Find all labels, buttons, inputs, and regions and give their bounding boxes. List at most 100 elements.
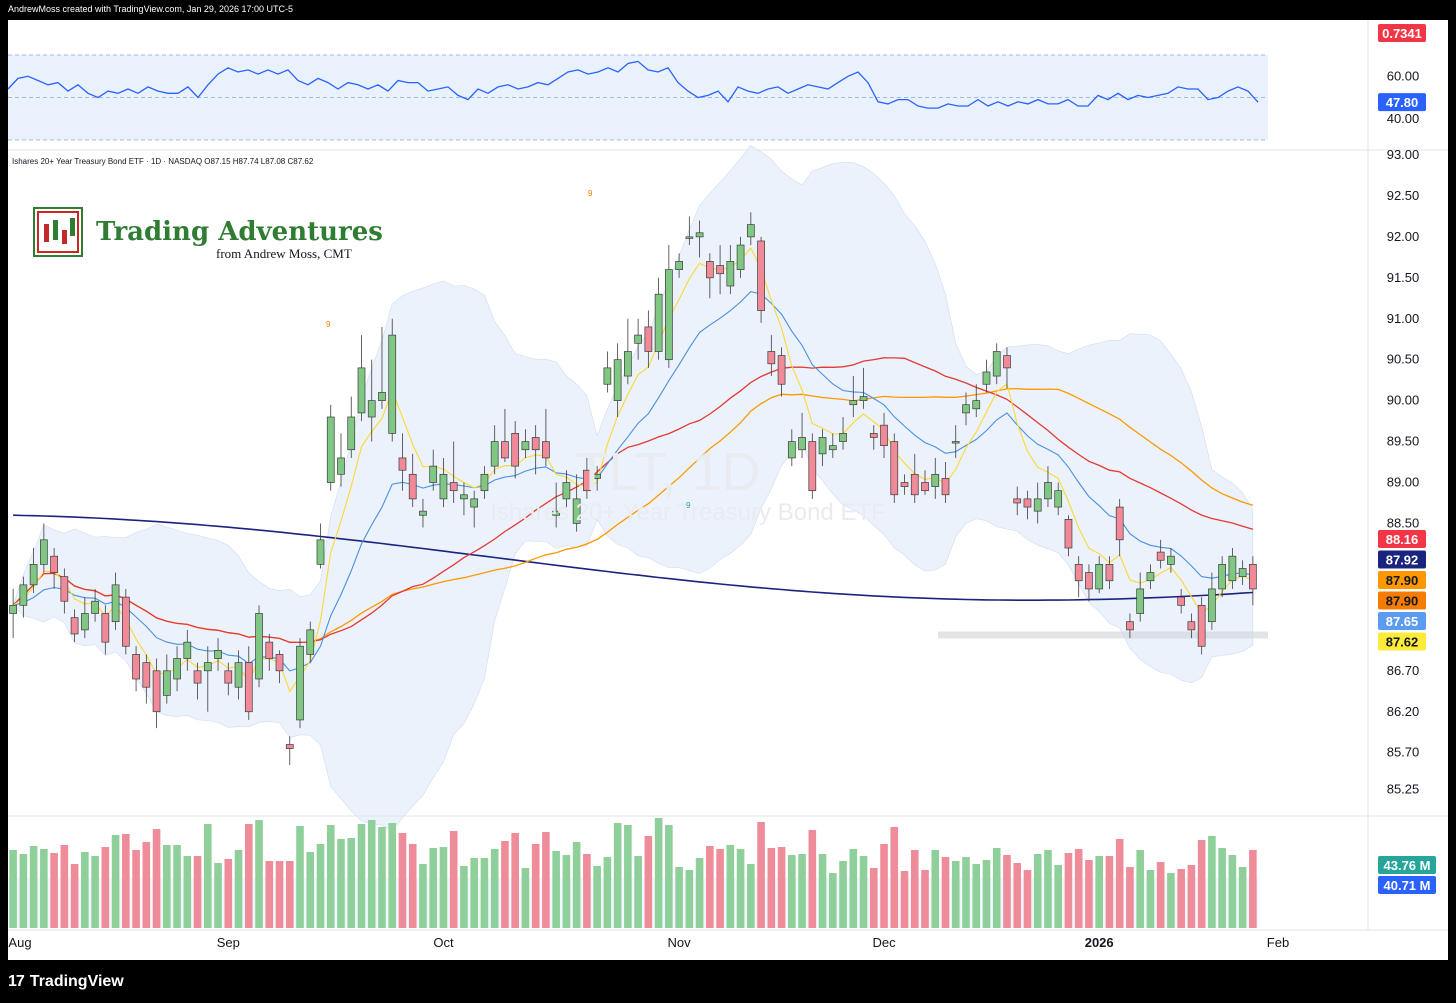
price-axis: 93.00 92.50 92.00 91.50 91.00 90.50 90.00 89.50… <box>1367 20 1426 930</box>
candle-body <box>91 600 99 614</box>
candle-body <box>890 441 899 496</box>
price-badge-label: 87.92 <box>1386 553 1419 568</box>
candle-body <box>480 473 489 492</box>
candle-body <box>726 261 735 287</box>
volume-badge <box>1378 856 1436 874</box>
candle-body <box>1218 564 1226 590</box>
volume-badge <box>1378 876 1436 894</box>
candle-body <box>388 334 397 434</box>
volume-bar <box>275 861 284 928</box>
volume-bar <box>593 866 601 928</box>
tradingview-footer[interactable]: 17 TradingView <box>8 970 124 994</box>
price-tick-label: 85.25 <box>1387 782 1420 797</box>
volume-bar <box>828 873 837 928</box>
rsi-tick-label: 40.00 <box>1387 111 1420 126</box>
price-badge <box>1378 591 1426 610</box>
candle-body <box>1074 564 1083 582</box>
volume-bar <box>408 844 417 928</box>
candle-body <box>285 744 294 749</box>
candle-body <box>685 236 694 239</box>
candle-body <box>60 576 69 602</box>
volume-bar <box>1074 849 1083 928</box>
volume-bar <box>880 844 888 928</box>
volume-bar <box>388 823 397 928</box>
price-badge-label: 87.62 <box>1386 635 1419 650</box>
candle-body <box>80 613 89 631</box>
volume-badge-label: 43.76 M <box>1384 858 1431 873</box>
candle-body <box>787 441 796 459</box>
candle-body <box>306 629 315 655</box>
candle-body <box>1197 604 1206 647</box>
chart-svg[interactable]: 60.00 40.00 0.7341 47.80 43.76 M 40.71 M 93.… <box>8 20 1448 960</box>
candle-body <box>900 482 909 487</box>
time-tick-label: Aug <box>8 935 31 950</box>
volume-bar <box>439 847 448 928</box>
volume-bar <box>521 868 530 928</box>
volume-bar <box>900 871 909 928</box>
volume-bar <box>1013 863 1022 928</box>
volume-bar <box>1033 854 1042 928</box>
candle-body <box>224 670 233 684</box>
candle-body <box>337 457 345 475</box>
volume-bar <box>255 820 263 928</box>
volume-bar <box>40 849 48 928</box>
candle-body <box>132 654 140 680</box>
candle-body <box>1126 621 1134 631</box>
volume-bar <box>808 830 817 928</box>
volume-bar <box>122 834 130 928</box>
volume-bar <box>470 858 478 928</box>
candle-body <box>982 371 991 385</box>
symbol-legend: Ishares 20+ Year Treasury Bond ETF · 1D … <box>12 157 314 166</box>
candle-body <box>818 437 827 455</box>
volume-bar <box>869 868 878 928</box>
price-tick-label: 91.00 <box>1387 311 1420 326</box>
logo-candle-4 <box>70 218 75 236</box>
volume-bar <box>941 857 950 928</box>
price-badge-label: 87.90 <box>1386 573 1419 588</box>
candle-body <box>705 261 714 279</box>
volume-bar <box>183 856 192 928</box>
candle-body <box>501 441 509 459</box>
volume-bar <box>490 849 499 928</box>
candle-body <box>941 478 950 496</box>
volume-bar <box>1105 856 1114 928</box>
price-tick-label: 90.00 <box>1387 393 1420 408</box>
watermark-name: Ishares 20+ Year Treasury Bond ETF <box>490 499 886 526</box>
price-tick-label: 92.00 <box>1387 229 1420 244</box>
logo-candle-3 <box>62 230 67 244</box>
volume-bar <box>982 860 991 928</box>
volume-bar <box>60 845 69 928</box>
candle-body <box>40 539 48 565</box>
volume-bar <box>50 853 58 928</box>
candle-body <box>880 424 888 447</box>
td-marker-3: 9 <box>686 501 691 510</box>
candle-body <box>1013 498 1022 504</box>
candle-body <box>665 269 673 361</box>
volume-bar <box>972 864 981 928</box>
candle-body <box>859 396 868 401</box>
volume-bar <box>736 849 745 928</box>
volume-bar <box>531 844 540 928</box>
price-tick-label: 85.70 <box>1387 745 1420 760</box>
candle-body <box>583 469 591 492</box>
candle-body <box>193 670 202 684</box>
candle-body <box>839 433 847 442</box>
candle-body <box>214 649 222 659</box>
candle-body <box>1105 564 1114 582</box>
volume-bar <box>460 866 468 928</box>
rsi-pane: 60.00 40.00 0.7341 47.80 <box>8 24 1448 151</box>
candle-body <box>1003 355 1011 369</box>
volume-bar <box>747 864 755 928</box>
price-tick-label: 89.00 <box>1387 475 1420 490</box>
candle-body <box>408 473 417 500</box>
candle-body <box>603 367 612 385</box>
volume-bar <box>419 864 427 928</box>
brand-logo <box>33 207 83 257</box>
chart-frame[interactable]: 60.00 40.00 0.7341 47.80 43.76 M 40.71 M 93.… <box>8 20 1448 960</box>
volume-bar <box>203 824 212 928</box>
candle-body <box>316 539 325 565</box>
volume-bar <box>859 856 868 928</box>
price-tick-label: 91.50 <box>1387 270 1420 285</box>
candle-body <box>70 617 79 635</box>
candle-body <box>1146 572 1155 582</box>
